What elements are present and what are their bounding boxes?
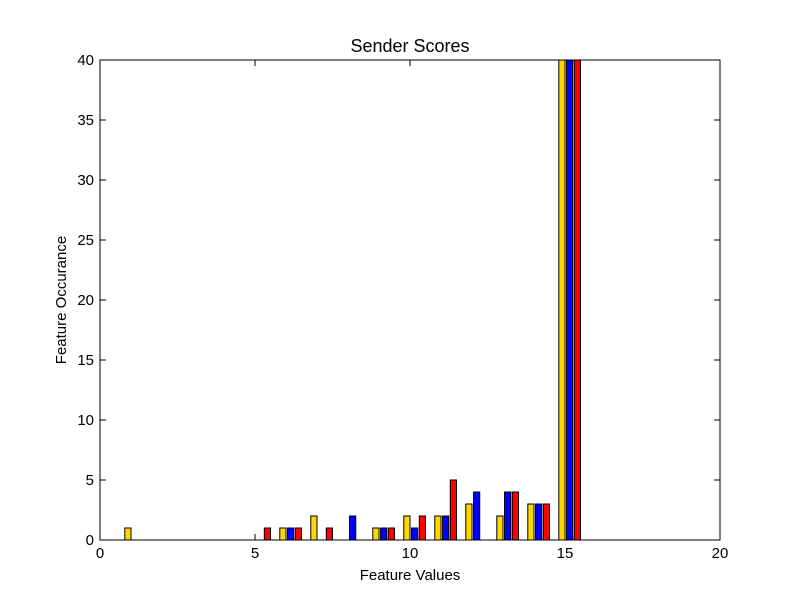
bar-series-2-5	[442, 515, 450, 541]
bar-series-1-3	[310, 515, 318, 541]
bar-series-2-3	[380, 527, 388, 541]
y-tick-label: 25	[77, 232, 94, 249]
bar-series-3-2	[294, 527, 302, 541]
bar-series-3-1	[263, 527, 271, 541]
y-tick-label: 15	[77, 352, 94, 369]
x-tick-label: 20	[712, 545, 729, 562]
y-tick-label: 35	[77, 112, 94, 129]
bar-series-2-2	[349, 515, 357, 541]
x-tick-labels: 0 5 10 15 20	[96, 545, 729, 562]
bar-series-1-1	[124, 527, 132, 541]
axis-ticks	[99, 59, 721, 541]
bar-series-2-7	[504, 491, 512, 541]
plot-area-frame	[99, 59, 721, 541]
y-tick-label: 10	[77, 412, 94, 429]
bar-series-2-6	[473, 491, 481, 541]
bar-series-1-10	[558, 59, 566, 541]
x-tick-label: 0	[96, 545, 104, 562]
y-tick-label: 40	[77, 52, 94, 69]
y-axis-label: Feature Occurance	[53, 236, 70, 364]
bar-series-2-8	[535, 503, 543, 541]
y-tick-labels: 0 5 10 15 20 25 30 35 40	[77, 52, 94, 549]
bar-series-3-9	[573, 59, 581, 541]
bar-series-1-6	[434, 515, 442, 541]
x-axis-label: Feature Values	[360, 567, 461, 584]
y-tick-label: 5	[86, 472, 94, 489]
y-tick-label: 20	[77, 292, 94, 309]
bar-series-3-3	[325, 527, 333, 541]
bar-series-1-2	[279, 527, 287, 541]
bar-series-3-6	[449, 479, 457, 541]
chart-title: Sender Scores	[350, 36, 469, 56]
bar-series-2-1	[287, 527, 295, 541]
x-tick-label: 15	[557, 545, 574, 562]
bar-series-3-5	[418, 515, 426, 541]
bar-series-3-7	[511, 491, 519, 541]
bar-series-1-9	[527, 503, 535, 541]
bar-series-3-4	[387, 527, 395, 541]
bar-series-1-7	[465, 503, 473, 541]
y-tick-label: 0	[86, 532, 94, 549]
bar-series-1-8	[496, 515, 504, 541]
bar-series-1-5	[403, 515, 411, 541]
bar-series-3-8	[542, 503, 550, 541]
x-tick-label: 5	[251, 545, 259, 562]
bar-series-1-4	[372, 527, 380, 541]
x-tick-label: 10	[402, 545, 419, 562]
bar-series-2-4	[411, 527, 419, 541]
bars-group	[124, 59, 581, 541]
y-tick-label: 30	[77, 172, 94, 189]
bar-series-2-9	[566, 59, 574, 541]
